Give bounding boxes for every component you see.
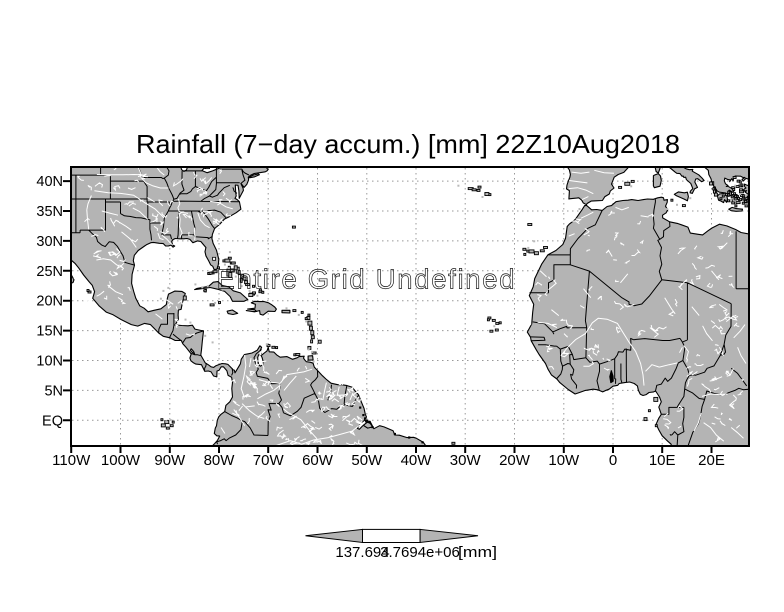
svg-text:[mm]: [mm] bbox=[458, 544, 497, 561]
svg-text:10W: 10W bbox=[548, 452, 580, 469]
svg-text:35N: 35N bbox=[36, 204, 63, 220]
svg-text:10N: 10N bbox=[36, 354, 63, 370]
svg-text:50W: 50W bbox=[351, 452, 383, 469]
svg-text:80W: 80W bbox=[204, 452, 236, 469]
svg-text:90W: 90W bbox=[154, 452, 186, 469]
svg-text:60W: 60W bbox=[302, 452, 334, 469]
svg-text:100W: 100W bbox=[101, 452, 141, 469]
svg-text:Rainfall (7−day accum.) [mm] 2: Rainfall (7−day accum.) [mm] 22Z10Aug201… bbox=[136, 129, 680, 159]
svg-text:3.7694e+06: 3.7694e+06 bbox=[380, 544, 460, 561]
svg-text:20E: 20E bbox=[698, 452, 725, 469]
svg-text:70W: 70W bbox=[253, 452, 285, 469]
svg-text:15N: 15N bbox=[36, 324, 63, 340]
svg-text:30N: 30N bbox=[36, 234, 63, 250]
svg-text:40N: 40N bbox=[36, 174, 63, 190]
svg-text:20W: 20W bbox=[499, 452, 531, 469]
svg-text:30W: 30W bbox=[450, 452, 482, 469]
svg-text:20N: 20N bbox=[36, 294, 63, 310]
svg-text:110W: 110W bbox=[52, 452, 91, 469]
svg-text:0: 0 bbox=[609, 452, 617, 469]
svg-text:5N: 5N bbox=[44, 383, 63, 399]
svg-text:137.694: 137.694 bbox=[335, 544, 389, 561]
svg-text:EQ: EQ bbox=[42, 413, 63, 429]
svg-text:Entire Grid Undefined: Entire Grid Undefined bbox=[217, 264, 516, 295]
svg-text:40W: 40W bbox=[401, 452, 433, 469]
svg-text:25N: 25N bbox=[36, 264, 63, 280]
svg-text:10E: 10E bbox=[649, 452, 676, 469]
